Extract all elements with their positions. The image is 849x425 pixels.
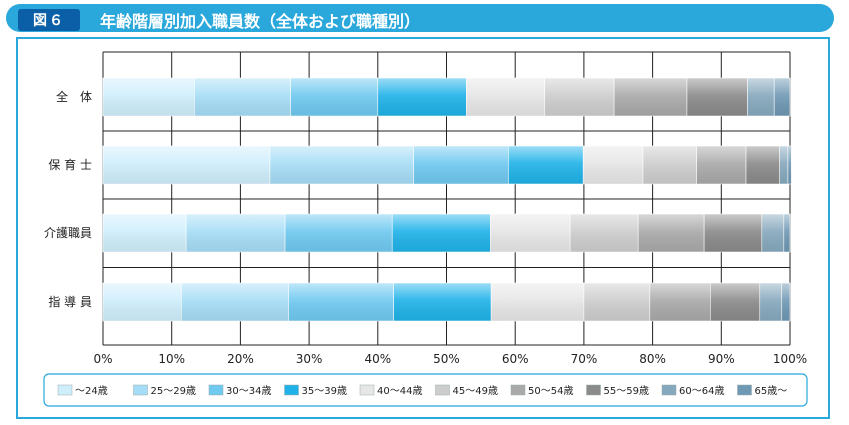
figure-label: 図６ bbox=[18, 9, 80, 31]
bar-segment-shine bbox=[583, 146, 643, 184]
bar-segment-shine bbox=[377, 78, 467, 116]
category-label: 介護職員 bbox=[44, 225, 92, 240]
x-tick-label: 10% bbox=[158, 352, 185, 366]
bar-segment-shine bbox=[783, 214, 790, 252]
bar-segment-shine bbox=[288, 283, 394, 321]
bar-segment-shine bbox=[614, 78, 687, 116]
legend-label: 25～29歳 bbox=[151, 385, 196, 397]
category-label: 指 導 員 bbox=[48, 294, 92, 309]
bar-segment-shine bbox=[544, 78, 615, 116]
x-tick-label: 70% bbox=[571, 352, 598, 366]
bar-segment-shine bbox=[285, 214, 393, 252]
legend-label: ～24歳 bbox=[75, 385, 108, 397]
legend-swatch bbox=[208, 384, 224, 396]
x-tick-label: 0% bbox=[93, 352, 112, 366]
legend-swatch bbox=[661, 384, 677, 396]
legend-swatch bbox=[510, 384, 526, 396]
bar-segment-shine bbox=[642, 146, 697, 184]
bar-segment-shine bbox=[393, 283, 492, 321]
bar-segment-shine bbox=[186, 214, 286, 252]
legend-swatch bbox=[284, 384, 299, 396]
bar-segment-shine bbox=[583, 283, 650, 321]
legend-swatch bbox=[57, 384, 73, 396]
bar-segment-shine bbox=[759, 283, 782, 321]
bar-segment-shine bbox=[269, 146, 414, 184]
bars-layer bbox=[102, 77, 792, 322]
legend-swatch bbox=[359, 384, 375, 396]
legend-label: 40～44歳 bbox=[377, 385, 422, 397]
bar-segment-shine bbox=[570, 214, 639, 252]
bar-segment-shine bbox=[746, 146, 780, 184]
bar-segment-shine bbox=[781, 283, 790, 321]
bar-segment-shine bbox=[392, 214, 491, 252]
x-axis-ticks: 0% 10% 20% 30% 40% 50% 60% 70% 80% 90% 100% bbox=[93, 352, 807, 366]
bar-segment-shine bbox=[779, 146, 788, 184]
bar-segment-shine bbox=[491, 283, 584, 321]
legend: ～24歳 25～29歳 30～34歳 35～39歳 40～44歳 45～49歳 50～54歳… bbox=[57, 384, 788, 397]
bar-segment-shine bbox=[704, 214, 762, 252]
bar-segment-shine bbox=[466, 78, 545, 116]
bar-segment-shine bbox=[747, 78, 775, 116]
legend-box bbox=[43, 373, 808, 407]
legend-label: 65歳～ bbox=[755, 385, 788, 397]
bar-segment-shine bbox=[194, 78, 291, 116]
bar-segment-shine bbox=[181, 283, 289, 321]
bar-segment-shine bbox=[638, 214, 705, 252]
legend-label: 45～49歳 bbox=[453, 385, 498, 397]
bar-segment-shine bbox=[490, 214, 571, 252]
bar-segment-shine bbox=[103, 146, 270, 184]
bar-segment-shine bbox=[413, 146, 509, 184]
legend-label: 55～59歳 bbox=[604, 385, 649, 397]
x-tick-label: 40% bbox=[364, 352, 391, 366]
bar-segment-shine bbox=[686, 78, 748, 116]
category-label: 保 育 士 bbox=[48, 157, 92, 172]
x-tick-label: 50% bbox=[433, 352, 460, 366]
legend-swatch bbox=[435, 384, 450, 396]
legend-swatch bbox=[586, 384, 601, 396]
bar-segment-shine bbox=[649, 283, 711, 321]
legend-label: 50～54歳 bbox=[528, 385, 573, 397]
legend-swatch bbox=[133, 384, 148, 396]
x-tick-label: 100% bbox=[773, 352, 807, 366]
x-tick-label: 90% bbox=[708, 352, 735, 366]
legend-label: 30～34歳 bbox=[226, 385, 271, 397]
chart-title: 年齢階層別加入職員数（全体および職種別） bbox=[100, 12, 421, 31]
bar-segment-shine bbox=[508, 146, 584, 184]
bar-segment-shine bbox=[103, 283, 182, 321]
bar-segment-shine bbox=[787, 146, 792, 184]
x-tick-label: 60% bbox=[502, 352, 529, 366]
legend-swatch bbox=[737, 384, 752, 396]
bar-segment-shine bbox=[103, 214, 187, 252]
legend-label: 35～39歳 bbox=[302, 385, 347, 397]
bar-segment-shine bbox=[290, 78, 378, 116]
legend-label: 60～64歳 bbox=[679, 385, 724, 397]
bar-segment-shine bbox=[103, 78, 195, 116]
x-tick-label: 30% bbox=[296, 352, 323, 366]
x-tick-label: 20% bbox=[227, 352, 254, 366]
bar-segment-shine bbox=[710, 283, 760, 321]
bar-segment-shine bbox=[761, 214, 784, 252]
bar-segment-shine bbox=[774, 78, 790, 116]
category-label: 全 体 bbox=[56, 89, 92, 104]
bar-segment-shine bbox=[696, 146, 747, 184]
x-tick-label: 80% bbox=[639, 352, 666, 366]
header-bar bbox=[6, 4, 834, 32]
